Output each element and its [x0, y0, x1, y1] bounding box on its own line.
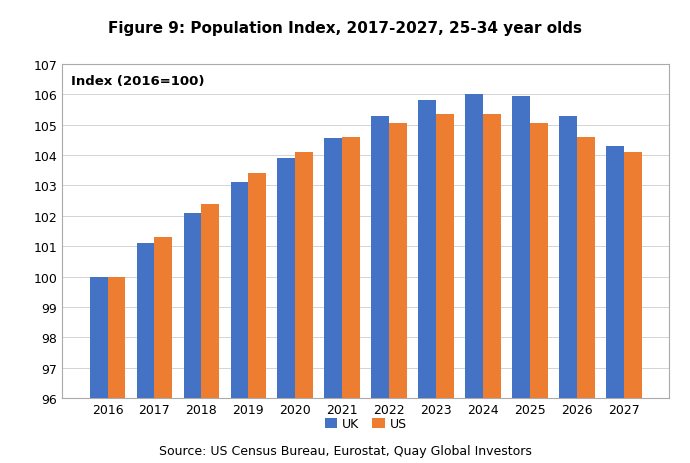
Bar	[155, 238, 172, 463]
Bar	[108, 277, 126, 463]
Bar	[137, 244, 155, 463]
Bar	[324, 139, 342, 463]
Text: Source: US Census Bureau, Eurostat, Quay Global Investors: Source: US Census Bureau, Eurostat, Quay…	[159, 444, 531, 457]
Bar	[184, 213, 201, 463]
Bar	[277, 159, 295, 463]
Legend: UK, US: UK, US	[319, 413, 412, 435]
Bar	[465, 95, 483, 463]
Bar	[436, 115, 454, 463]
Bar	[483, 115, 501, 463]
Bar	[90, 277, 108, 463]
Bar	[577, 138, 595, 463]
Bar	[418, 101, 436, 463]
Bar	[530, 124, 548, 463]
Bar	[201, 204, 219, 463]
Bar	[342, 138, 360, 463]
Bar	[371, 116, 389, 463]
Text: Index (2016=100): Index (2016=100)	[71, 75, 205, 88]
Bar	[624, 153, 642, 463]
Text: Figure 9: Population Index, 2017-2027, 25-34 year olds: Figure 9: Population Index, 2017-2027, 2…	[108, 21, 582, 36]
Bar	[389, 124, 407, 463]
Bar	[295, 153, 313, 463]
Bar	[248, 174, 266, 463]
Bar	[606, 147, 624, 463]
Bar	[512, 97, 530, 463]
Bar	[230, 183, 248, 463]
Bar	[559, 116, 577, 463]
